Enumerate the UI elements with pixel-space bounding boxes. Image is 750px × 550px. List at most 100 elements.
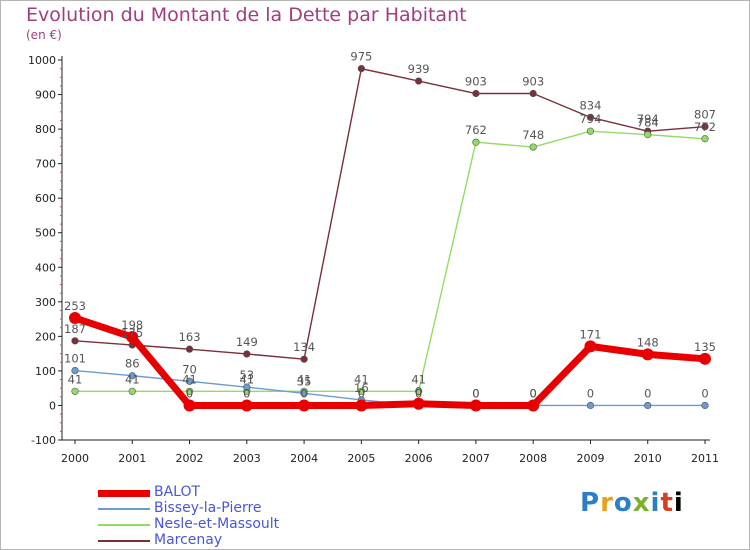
data-label: 0 — [530, 386, 537, 400]
y-tick-label: 600 — [35, 192, 56, 205]
x-tick-label: 2006 — [405, 452, 433, 465]
data-label: 794 — [579, 112, 601, 126]
data-label: 0 — [644, 386, 651, 400]
data-point — [185, 377, 194, 385]
data-point — [243, 350, 251, 358]
data-label: 134 — [293, 340, 315, 354]
data-label: 0 — [415, 385, 422, 399]
legend-swatch-nesle — [98, 524, 150, 526]
y-tick-label: 700 — [35, 158, 56, 171]
data-point — [69, 312, 81, 325]
series-line-1 — [74, 369, 706, 407]
y-tick-label: 300 — [35, 296, 56, 309]
legend-item-balot: BALOT — [98, 484, 338, 501]
data-point — [355, 399, 368, 412]
data-label: 70 — [182, 362, 197, 376]
y-tick-label: 0 — [49, 399, 56, 412]
data-label: 903 — [465, 75, 487, 89]
legend-label-nesle: Nesle-et-Massoult — [154, 516, 280, 532]
y-tick-label: 200 — [35, 330, 56, 343]
data-point — [701, 135, 709, 143]
data-label: 41 — [297, 372, 312, 386]
y-tick-label: 100 — [35, 365, 56, 378]
y-tick-label: 900 — [35, 89, 56, 102]
data-point — [300, 355, 308, 363]
data-label: 0 — [472, 386, 479, 400]
data-point — [412, 397, 425, 410]
data-point — [529, 89, 537, 98]
data-point — [527, 399, 540, 412]
data-point — [529, 143, 537, 151]
data-point — [699, 352, 711, 365]
data-point — [586, 401, 595, 410]
x-tick-label: 2001 — [118, 452, 146, 465]
legend: BALOT Bissey-la-Pierre Nesle-et-Massoult… — [98, 484, 338, 549]
x-tick-label: 2005 — [347, 452, 375, 465]
legend-item-marcenay: Marcenay — [98, 532, 338, 549]
data-label: 0 — [472, 386, 479, 400]
legend-swatch-bissey — [98, 508, 150, 510]
data-label: 784 — [637, 116, 659, 130]
data-label: 149 — [236, 335, 258, 349]
x-tick-label: 2000 — [61, 452, 89, 465]
x-tick-label: 2010 — [634, 452, 662, 465]
data-label: 0 — [530, 386, 537, 400]
data-point — [472, 89, 480, 98]
data-label: 807 — [694, 108, 716, 122]
data-label: 41 — [125, 372, 140, 386]
legend-item-bissey: Bissey-la-Pierre — [98, 500, 338, 517]
data-point — [415, 77, 423, 85]
series-line-3 — [74, 67, 706, 360]
x-tick-label: 2009 — [576, 452, 604, 465]
legend-swatch-balot — [98, 490, 150, 497]
data-label: 86 — [125, 357, 140, 371]
data-label: 16 — [354, 381, 369, 395]
data-label: 41 — [182, 372, 197, 386]
series-line-0 — [71, 314, 709, 409]
y-tick-label: 800 — [35, 123, 56, 136]
data-label: 148 — [637, 335, 659, 349]
data-point — [128, 387, 136, 395]
legend-swatch-marcenay — [98, 540, 150, 542]
data-point — [357, 65, 365, 73]
data-label: 762 — [465, 123, 487, 137]
data-point — [300, 389, 308, 397]
data-label: 939 — [408, 62, 430, 76]
data-point — [472, 138, 480, 146]
x-tick-label: 2011 — [691, 452, 719, 465]
data-point — [357, 387, 365, 395]
data-label: 0 — [415, 386, 422, 400]
data-point — [71, 337, 79, 345]
data-label: 135 — [694, 340, 716, 354]
data-label: 101 — [64, 352, 86, 366]
legend-label-balot: BALOT — [154, 484, 201, 500]
data-label: 253 — [64, 299, 86, 313]
data-label: 198 — [121, 318, 143, 332]
data-label: 772 — [694, 120, 716, 134]
proxiti-logo: Proxiti — [580, 488, 684, 518]
data-point — [641, 348, 654, 361]
data-label: 41 — [68, 372, 83, 386]
data-point — [185, 345, 194, 353]
legend-label-bissey: Bissey-la-Pierre — [154, 500, 262, 516]
x-tick-label: 2004 — [290, 452, 318, 465]
data-label: 834 — [579, 98, 601, 112]
data-label: 975 — [350, 50, 372, 64]
data-point — [71, 366, 79, 375]
data-label: 163 — [179, 330, 201, 344]
data-point — [701, 123, 709, 131]
data-point — [701, 401, 709, 410]
data-label: 53 — [239, 368, 254, 382]
x-tick-label: 2003 — [233, 452, 261, 465]
data-point — [126, 331, 139, 344]
data-point — [586, 113, 595, 121]
data-label: 0 — [186, 386, 193, 400]
data-label: 0 — [701, 386, 708, 400]
data-label: 0 — [243, 386, 250, 400]
y-tick-label: 400 — [35, 261, 56, 274]
data-point — [298, 399, 311, 412]
data-label: 41 — [354, 372, 369, 386]
data-point — [469, 399, 482, 412]
